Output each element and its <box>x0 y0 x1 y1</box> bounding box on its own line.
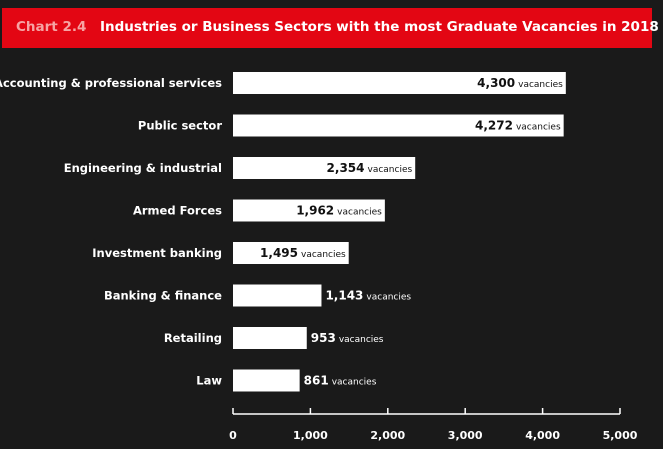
category-label: Public sector <box>138 119 222 133</box>
category-label: Retailing <box>164 331 222 345</box>
data-value: 861 <box>304 374 329 388</box>
data-label: 4,272 vacancies <box>475 119 561 133</box>
data-value: 1,495 <box>260 246 298 260</box>
chart-title: Industries or Business Sectors with the … <box>100 19 659 35</box>
category-label: Armed Forces <box>133 204 222 218</box>
bar <box>233 157 416 179</box>
data-label: 861 vacancies <box>304 374 377 388</box>
x-tick-label: 4,000 <box>525 429 560 442</box>
data-label: 4,300 vacancies <box>477 76 563 90</box>
data-unit: vacancies <box>366 293 411 303</box>
data-label: 1,962 vacancies <box>296 204 382 218</box>
data-value: 4,300 <box>477 76 515 90</box>
data-unit: vacancies <box>301 250 346 260</box>
bar <box>233 369 300 392</box>
title-bar: Chart 2.4 Industries or Business Sectors… <box>2 8 659 48</box>
bar <box>233 242 349 264</box>
data-label: 1,495 vacancies <box>260 246 346 260</box>
x-tick-label: 0 <box>229 429 237 442</box>
x-tick-label: 1,000 <box>293 429 328 442</box>
data-value: 953 <box>311 331 336 345</box>
data-unit: vacancies <box>339 335 384 345</box>
category-label: Accounting & professional services <box>0 76 222 90</box>
data-unit: vacancies <box>518 80 563 90</box>
data-label: 953 vacancies <box>311 331 384 345</box>
bar <box>233 327 307 349</box>
data-value: 1,143 <box>325 289 363 303</box>
bar <box>233 72 566 94</box>
category-label: Investment banking <box>92 246 222 260</box>
data-unit: vacancies <box>332 378 377 388</box>
bar <box>233 199 385 222</box>
data-unit: vacancies <box>516 123 561 133</box>
data-label: 2,354 vacancies <box>327 161 413 175</box>
category-label: Engineering & industrial <box>64 161 222 175</box>
x-tick-label: 5,000 <box>603 429 638 442</box>
data-value: 2,354 <box>327 161 365 175</box>
category-label: Banking & finance <box>104 289 222 303</box>
bar <box>233 114 564 137</box>
data-label: 1,143 vacancies <box>325 289 411 303</box>
x-tick-label: 3,000 <box>448 429 483 442</box>
data-value: 1,962 <box>296 204 334 218</box>
bar <box>233 284 322 307</box>
data-value: 4,272 <box>475 119 513 133</box>
data-unit: vacancies <box>368 165 413 175</box>
chart-number: Chart 2.4 <box>16 19 87 35</box>
category-label: Law <box>196 374 222 388</box>
x-tick-label: 2,000 <box>370 429 405 442</box>
data-unit: vacancies <box>337 208 382 218</box>
